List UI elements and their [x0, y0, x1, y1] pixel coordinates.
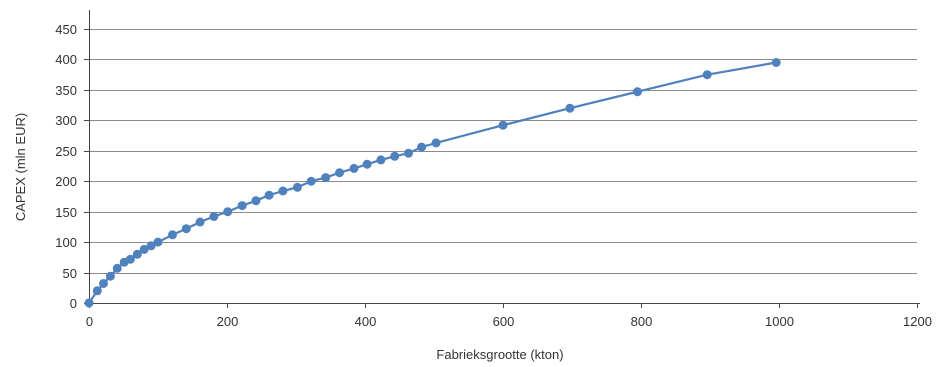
data-point [146, 241, 156, 251]
x-tick-label: 1200 [903, 314, 932, 329]
data-point [112, 263, 122, 273]
data-point [404, 148, 413, 158]
data-point [153, 237, 163, 247]
series-line [88, 61, 777, 304]
y-tick-label: 350 [55, 83, 77, 98]
data-point [633, 87, 642, 97]
data-point [84, 298, 94, 308]
x-tick-label: 200 [217, 314, 239, 329]
data-point [362, 159, 372, 169]
y-tick-label: 300 [55, 113, 77, 128]
data-point [771, 58, 781, 67]
data-point [498, 120, 508, 130]
data-point [264, 190, 274, 200]
data-point [139, 244, 149, 254]
x-tick-label: 1000 [765, 314, 794, 329]
data-point [321, 173, 331, 183]
x-axis-title: Fabrieksgrootte (kton) [436, 347, 563, 362]
y-tick-label: 150 [55, 205, 77, 220]
y-tick-labels: 0 50 100 150 200 250 300 350 400 450 [55, 22, 77, 311]
data-point [209, 212, 219, 221]
data-point [376, 155, 386, 165]
y-tick-label: 450 [55, 22, 77, 37]
data-point [702, 70, 712, 80]
data-point [335, 168, 344, 178]
data-point [251, 196, 261, 206]
y-tick-label: 100 [55, 235, 77, 250]
x-tick-label: 400 [355, 314, 377, 329]
series-markers [84, 58, 781, 308]
x-tick-label: 800 [631, 314, 653, 329]
data-point [125, 254, 135, 264]
data-point [417, 142, 427, 152]
data-point [431, 138, 441, 148]
data-point [223, 207, 233, 217]
y-tick-label: 400 [55, 52, 77, 67]
data-point [132, 249, 142, 259]
x-tick-label: 600 [493, 314, 515, 329]
data-point [349, 163, 359, 173]
gridlines [89, 29, 917, 274]
data-point [278, 186, 288, 196]
data-point [99, 279, 108, 288]
y-tick-label: 0 [70, 296, 77, 311]
data-point [237, 201, 247, 211]
axes [84, 10, 920, 308]
data-point [195, 217, 205, 227]
data-point [565, 103, 575, 113]
data-point [306, 176, 316, 186]
data-point [390, 151, 400, 161]
x-tick-labels: 0 200 400 600 800 1000 1200 [86, 314, 932, 329]
y-axis-title: CAPEX (mln EUR) [13, 113, 28, 221]
data-point [181, 224, 191, 234]
x-tick-label: 0 [86, 314, 93, 329]
data-point [292, 182, 302, 192]
y-tick-label: 200 [55, 174, 77, 189]
data-point [92, 286, 102, 296]
data-point [168, 230, 177, 240]
data-point [105, 271, 115, 281]
y-tick-label: 50 [63, 266, 77, 281]
y-tick-label: 250 [55, 144, 77, 159]
